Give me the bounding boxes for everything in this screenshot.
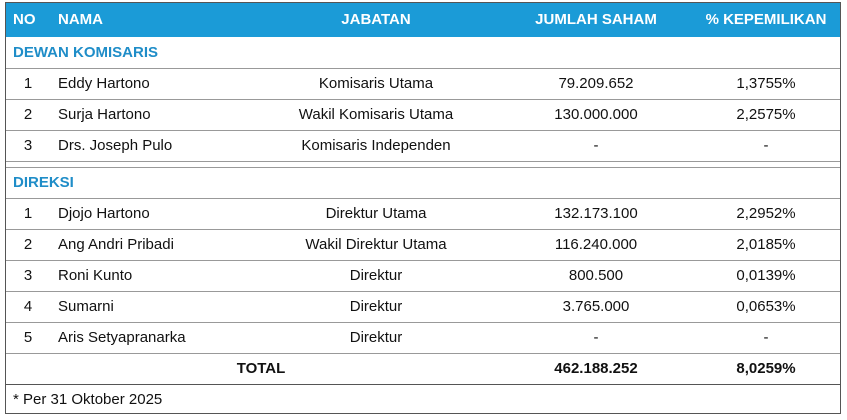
table-cell: 3	[23, 267, 33, 284]
row-divider	[6, 161, 840, 162]
footnote: * Per 31 Oktober 2025	[13, 391, 163, 408]
table-cell: 800.500	[568, 267, 624, 284]
row-divider	[6, 68, 840, 69]
table-cell: Djojo Hartono	[58, 205, 150, 222]
total-jumlah: 462.188.252	[554, 360, 638, 377]
row-divider	[6, 167, 840, 168]
table-cell: Komisaris Independen	[301, 137, 451, 154]
shareholding-table: NO NAMA JABATAN JUMLAH SAHAM % KEPEMILIKAN DE…	[5, 2, 841, 414]
table-cell: 3.765.000	[562, 298, 630, 315]
table-cell: 1	[23, 205, 33, 222]
total-label: TOTAL	[236, 360, 286, 377]
row-divider	[6, 353, 840, 354]
table-cell: 5	[23, 329, 33, 346]
section-title: DEWAN KOMISARIS	[13, 44, 159, 61]
row-divider	[6, 384, 840, 385]
table-cell: Komisaris Utama	[318, 75, 434, 92]
row-divider	[6, 99, 840, 100]
row-divider	[6, 198, 840, 199]
row-divider	[6, 322, 840, 323]
table-cell: Direktur	[349, 298, 403, 315]
table-cell: Direktur	[349, 329, 403, 346]
table-cell: 116.240.000	[554, 236, 638, 253]
table-cell: 2,0185%	[736, 236, 796, 253]
header-cell: NAMA	[58, 11, 103, 28]
table-cell: 2	[23, 106, 33, 123]
header-cell: JUMLAH SAHAM	[535, 11, 657, 28]
table-cell: Wakil Komisaris Utama	[298, 106, 454, 123]
table-cell: Sumarni	[58, 298, 114, 315]
table-cell: Ang Andri Pribadi	[58, 236, 174, 253]
table-cell: Direktur	[349, 267, 403, 284]
table-cell: 132.173.100	[554, 205, 638, 222]
header-cell: % KEPEMILIKAN	[705, 11, 827, 28]
table-cell: 3	[23, 137, 33, 154]
table-cell: Aris Setyapranarka	[58, 329, 186, 346]
header-row	[6, 3, 840, 37]
header-cell: NO	[13, 11, 36, 28]
table-cell: Eddy Hartono	[58, 75, 150, 92]
table-cell: 4	[23, 298, 33, 315]
table-cell: 2,2575%	[736, 106, 796, 123]
row-divider	[6, 260, 840, 261]
table-cell: Wakil Direktur Utama	[305, 236, 447, 253]
table-cell: Drs. Joseph Pulo	[58, 137, 173, 154]
table-cell: 1	[23, 75, 33, 92]
row-divider	[6, 229, 840, 230]
table-cell: -	[593, 329, 599, 346]
table-cell: Surja Hartono	[58, 106, 151, 123]
table-cell: Roni Kunto	[58, 267, 133, 284]
table-cell: -	[593, 137, 599, 154]
table-cell: -	[763, 137, 769, 154]
table-cell: 0,0653%	[736, 298, 796, 315]
table-cell: Direktur Utama	[325, 205, 427, 222]
table-cell: 1,3755%	[736, 75, 796, 92]
total-kepemilikan: 8,0259%	[736, 360, 796, 377]
row-divider	[6, 130, 840, 131]
table-cell: 2,2952%	[736, 205, 796, 222]
header-cell: JABATAN	[341, 11, 411, 28]
table-cell: 130.000.000	[554, 106, 638, 123]
table-cell: 0,0139%	[736, 267, 796, 284]
table-cell: 79.209.652	[558, 75, 634, 92]
table-cell: -	[763, 329, 769, 346]
section-title: DIREKSI	[13, 174, 74, 191]
row-divider	[6, 291, 840, 292]
table-cell: 2	[23, 236, 33, 253]
